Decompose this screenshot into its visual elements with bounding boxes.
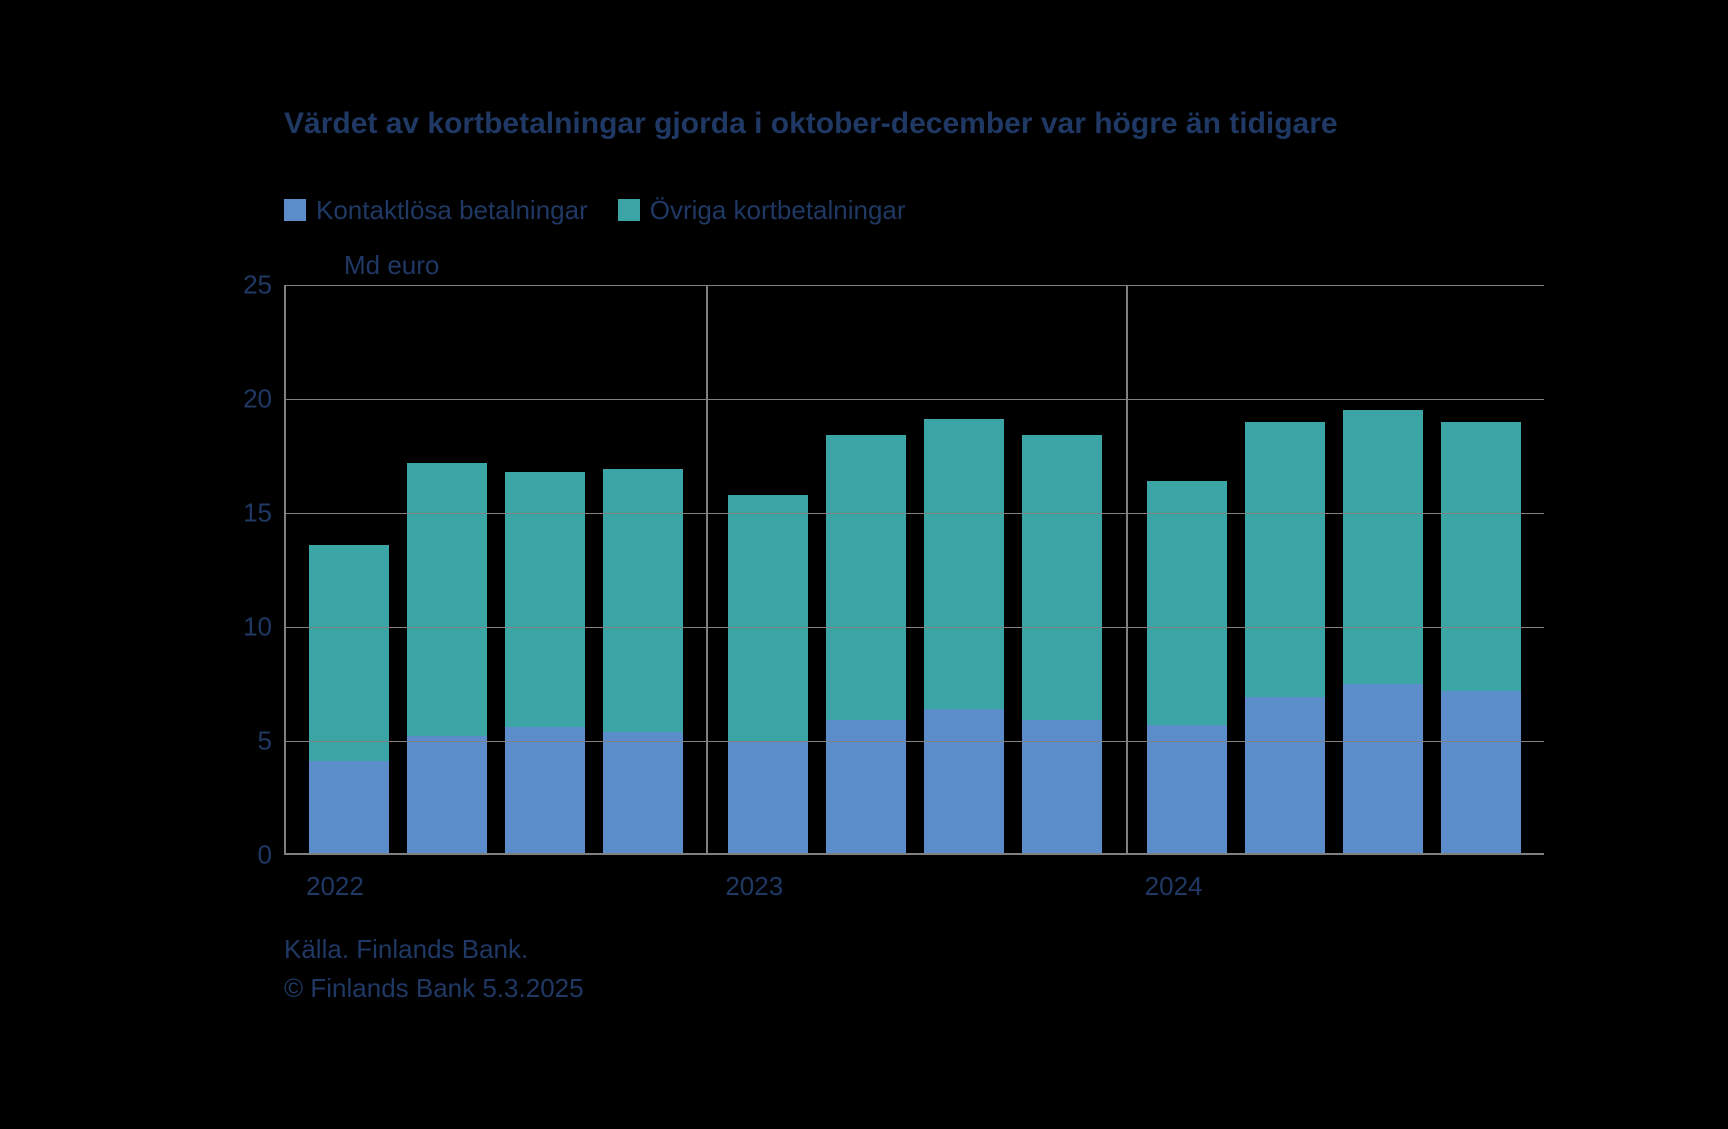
gridline (286, 513, 1544, 514)
bars-layer (286, 285, 1544, 853)
panel-divider (706, 285, 708, 853)
bar-segment-contactless (924, 709, 1004, 853)
y-tick-label: 0 (258, 839, 286, 870)
bar (924, 419, 1004, 852)
bar-segment-other (1343, 410, 1423, 684)
bar (1147, 481, 1227, 853)
bar (407, 463, 487, 853)
bar (505, 472, 585, 853)
bar-segment-contactless (505, 727, 585, 852)
y-tick-label: 15 (243, 497, 286, 528)
y-tick-label: 5 (258, 725, 286, 756)
y-axis-title: Md euro (344, 250, 439, 281)
gridline (286, 285, 1544, 286)
panel (1125, 285, 1544, 853)
bar (1245, 422, 1325, 853)
legend-label-other: Övriga kortbetalningar (650, 195, 906, 226)
chart-title: Värdet av kortbetalningar gjorda i oktob… (284, 105, 1338, 143)
bar-segment-other (924, 419, 1004, 709)
plot-area: 202220232024 0510152025 (284, 285, 1544, 855)
legend-swatch-contactless (284, 199, 306, 221)
bar (826, 435, 906, 852)
legend-item-other: Övriga kortbetalningar (618, 195, 906, 226)
panel (705, 285, 1124, 853)
bar-segment-other (407, 463, 487, 737)
x-labels: 202220232024 (286, 853, 1544, 902)
gridline (286, 627, 1544, 628)
y-tick-label: 20 (243, 383, 286, 414)
source-line: Källa. Finlands Bank. (284, 930, 584, 969)
legend-label-contactless: Kontaktlösa betalningar (316, 195, 588, 226)
bar-segment-other (826, 435, 906, 720)
chart-legend: Kontaktlösa betalningar Övriga kortbetal… (284, 195, 906, 226)
bar-segment-other (1245, 422, 1325, 698)
bar-segment-contactless (1343, 684, 1423, 853)
legend-swatch-other (618, 199, 640, 221)
bar-segment-contactless (1245, 697, 1325, 852)
bar-segment-contactless (603, 732, 683, 853)
gridline (286, 741, 1544, 742)
bar-segment-other (1147, 481, 1227, 725)
bar-segment-other (728, 495, 808, 741)
bar-segment-contactless (728, 741, 808, 853)
panel-divider (1126, 285, 1128, 853)
bar (1343, 410, 1423, 852)
x-tick-label: 2024 (1125, 871, 1544, 902)
copyright-line: © Finlands Bank 5.3.2025 (284, 969, 584, 1008)
bar (309, 545, 389, 853)
bar-segment-other (603, 469, 683, 731)
bar (1022, 435, 1102, 852)
bar-segment-contactless (1441, 691, 1521, 853)
chart-container: Värdet av kortbetalningar gjorda i oktob… (144, 85, 1584, 1045)
bar (728, 495, 808, 853)
bar-segment-other (1022, 435, 1102, 720)
bar-segment-other (1441, 422, 1521, 691)
bar-segment-contactless (407, 736, 487, 852)
panel (286, 285, 705, 853)
gridline (286, 399, 1544, 400)
y-tick-label: 10 (243, 611, 286, 642)
bar (1441, 422, 1521, 853)
y-tick-label: 25 (243, 269, 286, 300)
bar-segment-contactless (1147, 725, 1227, 853)
bar-segment-contactless (309, 761, 389, 852)
legend-item-contactless: Kontaktlösa betalningar (284, 195, 588, 226)
bar-segment-other (505, 472, 585, 727)
x-tick-label: 2022 (286, 871, 705, 902)
chart-footer: Källa. Finlands Bank. © Finlands Bank 5.… (284, 930, 584, 1008)
bar (603, 469, 683, 852)
bar-segment-other (309, 545, 389, 762)
x-tick-label: 2023 (705, 871, 1124, 902)
